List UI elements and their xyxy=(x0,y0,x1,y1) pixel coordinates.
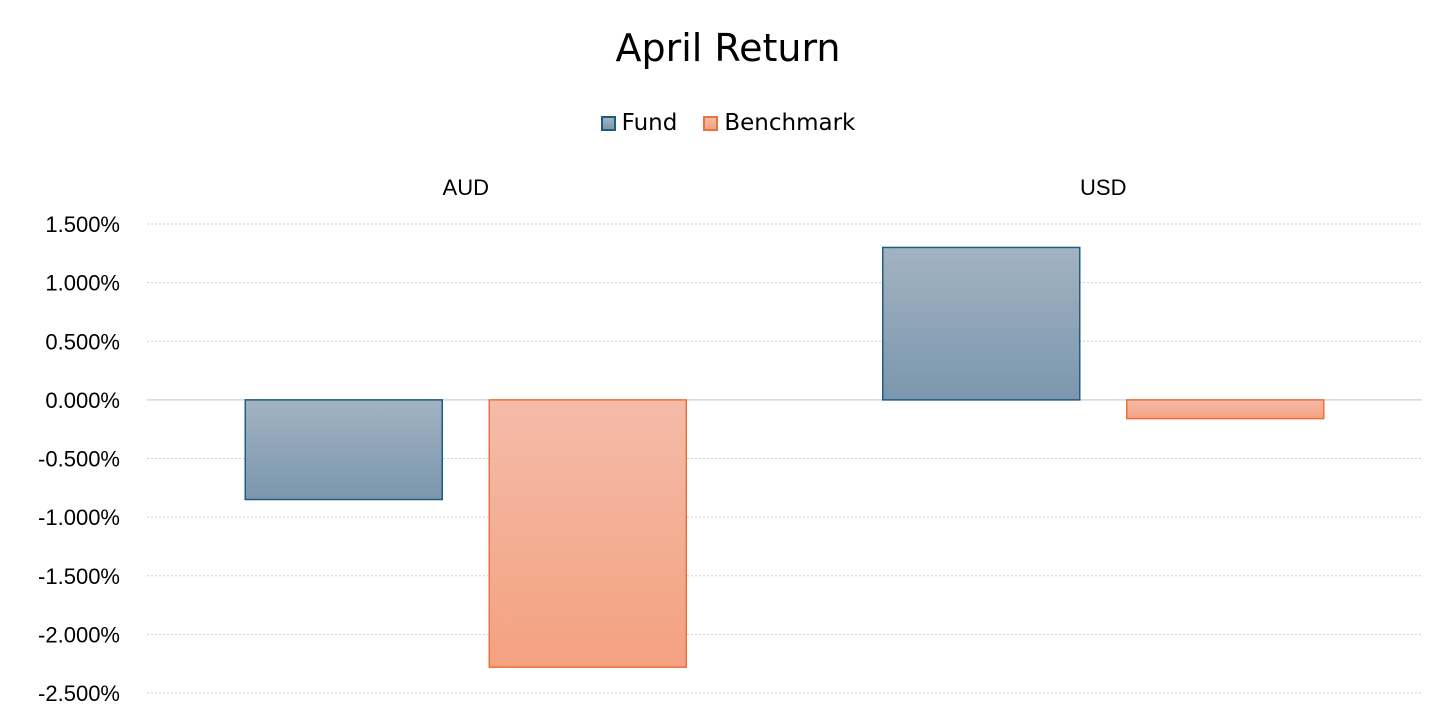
y-tick-label: 1.000% xyxy=(45,271,120,296)
bar-benchmark-aud xyxy=(488,399,687,668)
y-tick-label: 0.000% xyxy=(45,388,120,413)
y-tick-label: -0.500% xyxy=(38,447,120,472)
category-label-aud: AUD xyxy=(443,175,489,200)
chart-title: April Return xyxy=(615,26,841,70)
legend-item-fund: Fund xyxy=(600,110,678,136)
bar-fund-usd xyxy=(882,246,1081,401)
bar-benchmark-usd xyxy=(1126,399,1325,420)
y-tick-label: -2.500% xyxy=(38,681,120,706)
legend-label-benchmark: Benchmark xyxy=(724,110,856,136)
category-label-usd: USD xyxy=(1080,175,1126,200)
y-tick-label: 1.500% xyxy=(45,212,120,237)
legend: Fund Benchmark xyxy=(0,110,1456,136)
legend-label-fund: Fund xyxy=(621,110,678,136)
y-tick-label: -1.500% xyxy=(38,564,120,589)
y-tick-label: -2.000% xyxy=(38,622,120,647)
legend-swatch-benchmark xyxy=(703,115,719,131)
bar-fund-aud xyxy=(244,399,443,501)
y-tick-label: 0.500% xyxy=(45,329,120,354)
legend-item-benchmark: Benchmark xyxy=(703,110,855,136)
y-tick-label: -1.000% xyxy=(38,505,120,530)
legend-swatch-fund xyxy=(600,115,616,131)
